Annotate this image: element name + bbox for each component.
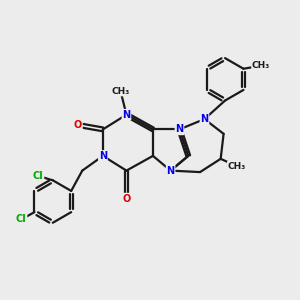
- Text: CH₃: CH₃: [228, 162, 246, 171]
- Text: O: O: [122, 194, 130, 204]
- Text: O: O: [74, 120, 82, 130]
- Text: N: N: [200, 114, 208, 124]
- Text: N: N: [122, 110, 130, 120]
- Text: CH₃: CH₃: [252, 61, 270, 70]
- Text: N: N: [99, 151, 107, 161]
- Text: N: N: [176, 124, 184, 134]
- Text: Cl: Cl: [16, 214, 27, 224]
- Text: Cl: Cl: [33, 171, 44, 181]
- Text: CH₃: CH₃: [111, 87, 130, 96]
- Text: N: N: [167, 166, 175, 176]
